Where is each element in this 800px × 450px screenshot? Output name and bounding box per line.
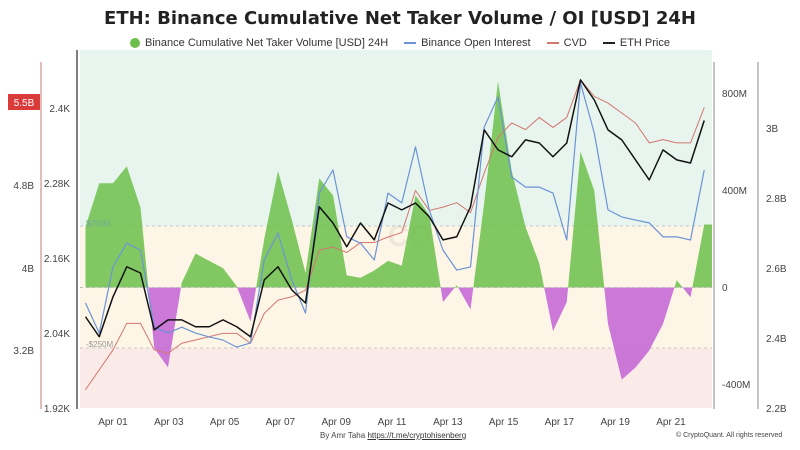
oi-axis-tick: 2.6B <box>766 264 787 275</box>
cvd-axis-tick: 4B <box>22 264 35 275</box>
legend-item-net-taker[interactable]: Binance Cumulative Net Taker Volume [USD… <box>130 37 388 49</box>
x-axis-tick: Apr 11 <box>378 417 407 428</box>
eth-axis-tick: 2.28K <box>44 179 70 190</box>
legend-label: CVD <box>563 37 587 49</box>
author-link[interactable]: https://t.me/cryptohisenberg <box>367 431 467 440</box>
cvd-current-badge <box>8 94 40 110</box>
x-axis-tick: Apr 13 <box>433 417 463 428</box>
threshold-label-lower: -$250M <box>86 340 113 349</box>
legend-label: ETH Price <box>619 37 670 49</box>
net-taker-axis-tick: 0 <box>722 283 728 294</box>
legend-label: Binance Cumulative Net Taker Volume [USD… <box>145 37 389 49</box>
x-axis-tick: Apr 05 <box>210 417 240 428</box>
cvd-axis-tick: 4.8B <box>13 181 34 192</box>
eth-axis-tick: 1.92K <box>44 404 70 415</box>
author-text: By Amr Taha <box>320 431 366 440</box>
band-high <box>80 50 712 226</box>
net-taker-axis-tick: 800M <box>722 89 747 100</box>
cvd-axis-tick: 3.2B <box>13 346 34 357</box>
eth-axis-tick: 2.4K <box>49 104 70 115</box>
net-taker-positive-area <box>85 81 712 288</box>
chart-title: ETH: Binance Cumulative Net Taker Volume… <box>104 8 696 29</box>
x-axis-tick: Apr 21 <box>656 417 686 428</box>
eth-price-line <box>84 79 705 338</box>
eth-axis-tick: 2.16K <box>44 254 70 265</box>
oi-axis-tick: 2.8B <box>766 194 787 205</box>
legend-item-open-interest[interactable]: Binance Open Interest <box>404 37 531 49</box>
oi-axis-tick: 2.2B <box>766 404 787 415</box>
net-taker-axis-tick: 400M <box>722 186 747 197</box>
band-low <box>80 348 712 408</box>
x-axis-tick: Apr 15 <box>489 417 519 428</box>
legend-line-icon <box>546 42 559 44</box>
legend-item-eth-price[interactable]: ETH Price <box>602 37 670 49</box>
eth-axis-tick: 2.04K <box>44 329 70 340</box>
open-interest-line <box>84 82 705 348</box>
cvd-line <box>85 79 705 391</box>
oi-axis-tick: 3B <box>766 124 779 135</box>
x-axis-tick: Apr 09 <box>321 417 351 428</box>
x-axis-tick: Apr 17 <box>545 417 575 428</box>
copyright: © CryptoQuant. All rights reserved <box>676 432 783 439</box>
oi-axis-tick: 2.4B <box>766 334 787 345</box>
threshold-label-upper: $250M <box>86 219 111 228</box>
net-taker-negative-area <box>85 287 712 380</box>
x-axis-tick: Apr 19 <box>600 417 630 428</box>
legend-dot-icon <box>130 38 141 48</box>
x-axis-tick: Apr 01 <box>98 417 128 428</box>
x-axis-tick: Apr 07 <box>266 417 296 428</box>
cvd-current-label: 5.5B <box>14 98 35 109</box>
footer-author: By Amr Taha https://t.me/cryptohisenberg <box>320 431 466 440</box>
legend-line-icon <box>602 42 615 44</box>
net-taker-axis-tick: -400M <box>722 380 750 391</box>
x-axis-tick: Apr 03 <box>154 417 184 428</box>
legend-line-icon <box>404 42 417 44</box>
legend: Binance Cumulative Net Taker Volume [USD… <box>0 37 800 49</box>
legend-item-cvd[interactable]: CVD <box>546 37 587 49</box>
legend-label: Binance Open Interest <box>421 37 531 49</box>
